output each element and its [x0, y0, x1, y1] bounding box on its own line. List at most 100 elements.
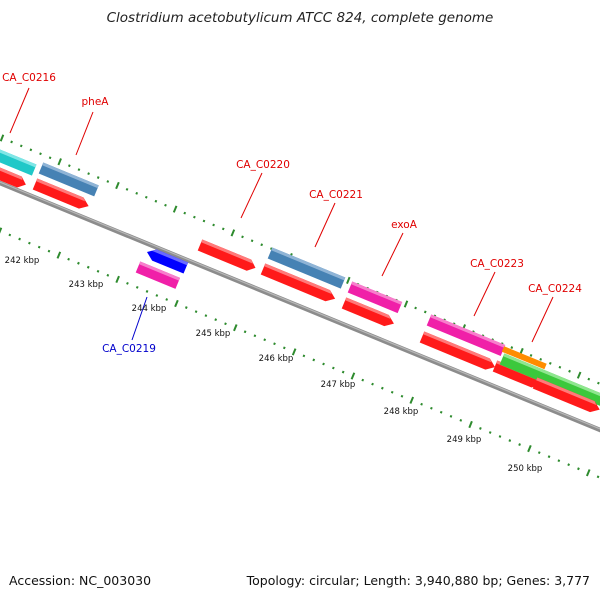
outer-tick-minor [19, 144, 23, 148]
outer-tick-major [0, 134, 5, 142]
leader-ca-c0224 [531, 296, 554, 343]
scale-tick-minor [263, 338, 267, 342]
scale-tick-minor [155, 294, 159, 297]
scale-tick-minor [96, 269, 100, 273]
gene-label-leaders [9, 87, 554, 343]
scale-tick-minor [243, 330, 247, 334]
scale-tick-minor [47, 249, 51, 253]
scale-tick-major [291, 348, 297, 356]
gene-label-ca-c0223[interactable]: CA_C0223 [470, 258, 524, 270]
gene-arrow-ca-c0216[interactable] [0, 142, 37, 176]
outer-tick-minor [87, 172, 90, 175]
outer-tick-minor [221, 227, 225, 231]
outer-tick-minor [241, 235, 244, 239]
scale-tick-minor [126, 281, 129, 285]
scale-tick-minor [430, 406, 433, 410]
scale-tick-minor [28, 241, 31, 245]
cds-arrow-ca-c0224[interactable] [532, 377, 600, 415]
gene-arrow-phea[interactable] [38, 162, 99, 197]
feature-track [0, 142, 600, 415]
gene-arrow-ca-c0219[interactable] [145, 246, 189, 274]
gene-arrow-exoa[interactable] [347, 281, 403, 314]
outer-tick-major [230, 229, 236, 237]
scale-tick-major [56, 251, 62, 259]
accession-text: Accession: NC_003030 [9, 573, 151, 588]
scale-tick-major [115, 275, 120, 283]
scale-tick-minor [135, 285, 139, 289]
outer-tick-minor [423, 310, 427, 314]
scale-tick-minor [459, 419, 463, 422]
outer-tick-minor [39, 152, 42, 156]
scale-tick-minor [508, 439, 512, 442]
outer-tick-minor [77, 168, 81, 172]
scale-tick-minor [361, 378, 365, 382]
gene-label-ca-c0219[interactable]: CA_C0219 [102, 343, 156, 355]
gene-label-ca-c0224[interactable]: CA_C0224 [528, 283, 582, 295]
leader-exoa [381, 232, 404, 277]
cds-arrow-ca-c0223[interactable] [419, 331, 498, 372]
scale-tick-major [233, 324, 238, 332]
outer-tick-minor [164, 203, 167, 207]
outer-tick-minor [96, 176, 100, 179]
cds-arrow-ca-c0216[interactable] [0, 160, 28, 190]
outer-tick-minor [558, 365, 562, 369]
scale-tick-minor [547, 455, 551, 459]
leader-ca-c0216 [9, 87, 30, 134]
scale-tick-minor [567, 463, 571, 467]
gene-arrow-ca-c0224[interactable] [499, 353, 600, 408]
outer-tick-minor [125, 187, 129, 191]
cds-arrow-ca-c0220[interactable] [197, 239, 258, 273]
outer-tick-minor [539, 358, 543, 361]
map-title: Clostridium acetobutylicum ATCC 824, com… [107, 10, 494, 26]
gene-label-ca-c0220[interactable]: CA_C0220 [236, 159, 290, 171]
gene-arrow-ca-c0223[interactable] [426, 314, 506, 357]
outer-tick-minor [269, 247, 273, 251]
gene-label-phea[interactable]: pheA [82, 96, 110, 108]
scale-tick-minor [380, 386, 384, 390]
scale-tick-minor [596, 475, 600, 479]
gene-arrow-ca-c0224-orange[interactable] [501, 346, 547, 370]
cds-arrow-ca-c0221[interactable] [260, 263, 338, 304]
cds-arrow-phea[interactable] [32, 178, 91, 211]
scale-tick-minor [86, 265, 90, 269]
leader-ca-c0219 [131, 296, 148, 341]
leader-ca-c0221 [314, 202, 336, 248]
scale-tick-minor [106, 273, 110, 277]
scale-tick-minor [302, 354, 306, 358]
leader-ca-c0223 [473, 271, 496, 317]
scale-tick-minor [577, 467, 580, 471]
outer-tick-minor [212, 223, 215, 227]
scale-tick-minor [145, 290, 149, 293]
outer-tick-minor [106, 180, 110, 183]
kbp-label: 242 kbp [5, 256, 40, 266]
gene-label-ca-c0216[interactable]: CA_C0216 [2, 72, 56, 84]
scale-tick-minor [371, 382, 374, 386]
scale-tick-minor [322, 362, 325, 366]
kbp-label: 243 kbp [69, 280, 104, 290]
leader-phea [75, 111, 94, 156]
scale-tick-major [174, 299, 179, 308]
outer-tick-minor [202, 219, 206, 223]
cds-arrow-ca-c0219[interactable] [135, 261, 181, 289]
outer-tick-minor [597, 381, 600, 385]
gene-arrow-ca-c0221[interactable] [267, 247, 346, 289]
outer-tick-minor [48, 156, 52, 160]
scale-tick-minor [488, 431, 492, 434]
scale-tick-minor [184, 306, 188, 309]
scale-tick-minor [204, 314, 208, 317]
outer-tick-major [403, 300, 409, 308]
outer-tick-minor [183, 211, 187, 215]
outer-tick-major [172, 205, 178, 213]
scale-tick-minor [8, 233, 12, 237]
scale-tick-major [0, 227, 3, 234]
gene-label-ca-c0221[interactable]: CA_C0221 [309, 189, 363, 201]
scale-tick-minor [37, 245, 41, 249]
genome-backbone [0, 180, 600, 433]
gene-label-exoa[interactable]: exoA [391, 219, 418, 231]
kbp-label: 245 kbp [196, 329, 231, 339]
outer-tick-minor [529, 354, 533, 357]
cds-arrow-exoa[interactable] [341, 297, 396, 329]
scale-tick-minor [77, 261, 80, 265]
scale-tick-minor [479, 427, 482, 430]
scale-tick-minor [194, 310, 198, 313]
